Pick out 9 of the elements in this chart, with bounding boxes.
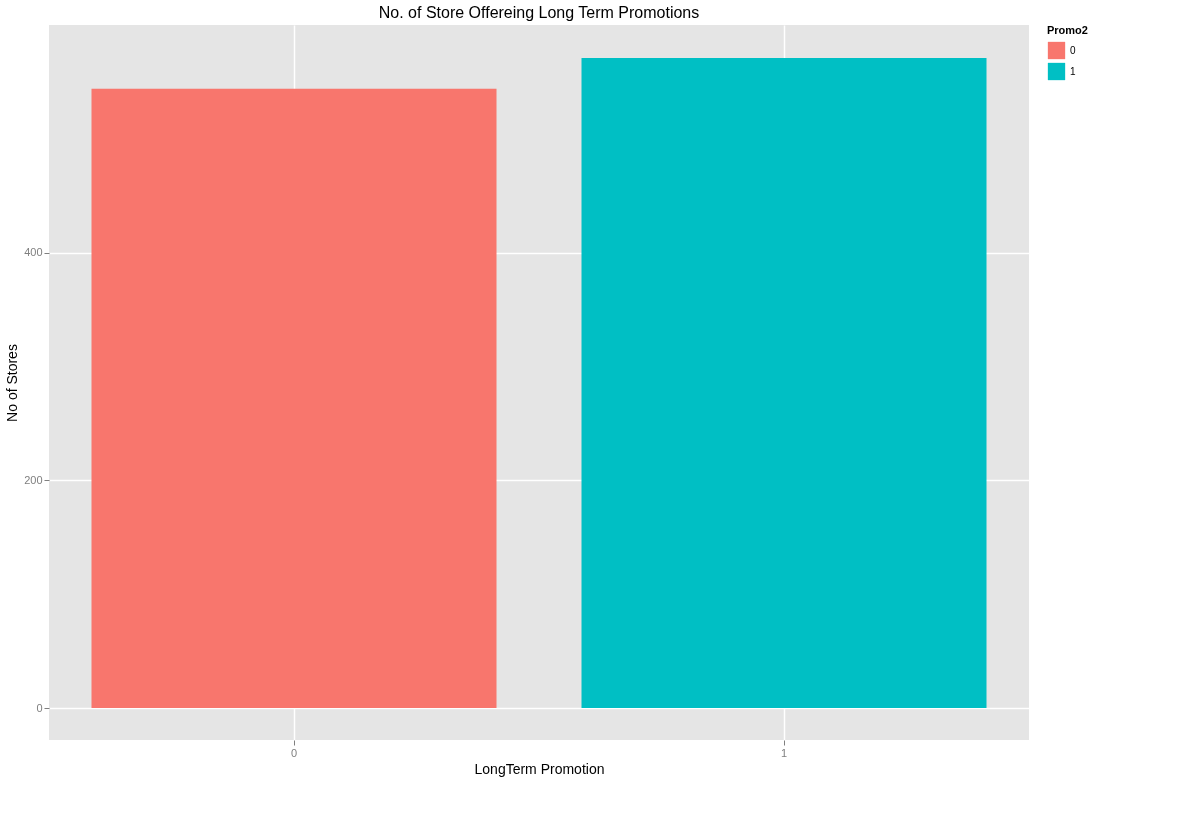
- legend-title: Promo2: [1047, 24, 1088, 36]
- legend-label: 0: [1070, 44, 1076, 56]
- chart-title: No. of Store Offereing Long Term Promotions: [378, 4, 700, 21]
- y-axis-title: No of Stores: [4, 344, 21, 422]
- legend-label: 1: [1070, 65, 1076, 77]
- y-tick-label: 400: [24, 246, 43, 259]
- y-tick-label: 0: [36, 701, 43, 714]
- y-tick-label: 200: [24, 473, 43, 486]
- x-axis-title: LongTerm Promotion: [474, 760, 605, 777]
